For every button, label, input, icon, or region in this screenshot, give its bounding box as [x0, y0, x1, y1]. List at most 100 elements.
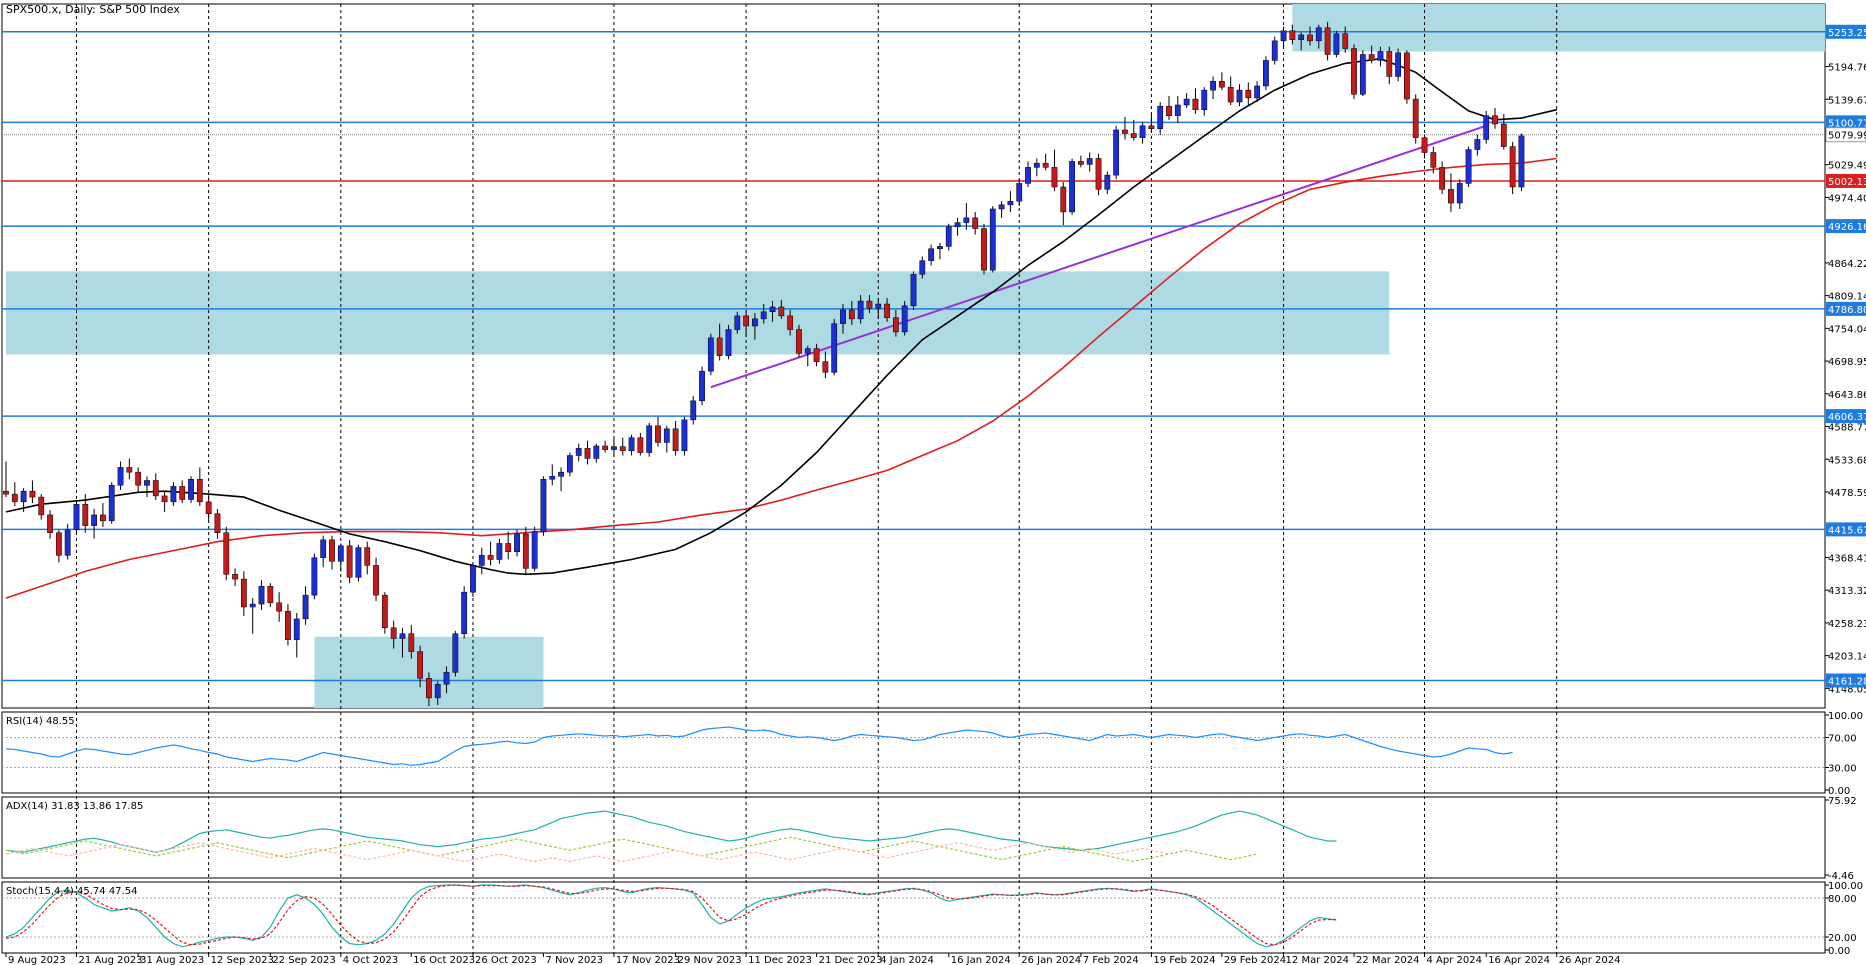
candle-body	[364, 547, 371, 566]
candle-body	[399, 633, 406, 639]
candle-body	[188, 479, 194, 500]
candle-body	[381, 594, 388, 629]
adx-pane[interactable]: 75.92 -4.46	[1, 796, 1857, 882]
indicator-tick-label: 100.00	[1828, 711, 1863, 722]
price-pane[interactable]: 5194.76 5139.67 5029.49 4974.40 4864.22 4809.…	[1, 3, 1866, 953]
candle-bullish	[954, 217, 961, 236]
time-tick-label: 17 Nov 2023	[616, 955, 680, 965]
candle-bearish	[55, 529, 62, 563]
candle-body	[337, 545, 344, 562]
candle-body	[646, 425, 653, 453]
candle-bullish	[575, 443, 582, 462]
price-level-value: 4161.28	[1828, 677, 1866, 688]
candle-bearish	[267, 583, 274, 608]
price-tick-label: 4754.04	[1828, 324, 1866, 335]
candle-body	[47, 514, 53, 533]
candle-body	[619, 446, 626, 452]
chart-title: SPX500.x, Daily: S&P 500 Index	[6, 3, 180, 16]
candle-bearish	[1500, 113, 1507, 150]
candle-bullish	[1518, 133, 1525, 192]
candle-bullish	[1377, 46, 1384, 67]
candle-body	[928, 248, 935, 261]
candle-body	[1298, 34, 1305, 40]
candle-bullish	[646, 422, 653, 457]
candle-bearish	[584, 440, 591, 465]
time-tick-label: 16 Jan 2024	[951, 955, 1011, 965]
candle-bearish	[161, 491, 168, 512]
candle-body	[1069, 161, 1075, 213]
stochastic-pane[interactable]: 100.00 80.00 20.00 0.00	[1, 881, 1863, 957]
candle-bullish	[144, 476, 150, 498]
candle-body	[575, 448, 582, 456]
candle-bullish	[831, 318, 838, 376]
candle-bullish	[945, 223, 952, 251]
candle-bullish	[919, 256, 926, 279]
candle-bearish	[1148, 113, 1155, 132]
support-resistance-zone	[1292, 4, 1825, 52]
price-tick-label: 4148.05	[1828, 684, 1866, 695]
candle-bearish	[981, 223, 987, 275]
candle-bearish	[364, 541, 371, 575]
candle-body	[637, 437, 644, 453]
candle-bullish	[399, 627, 406, 658]
candle-bearish	[848, 301, 855, 325]
candle-bullish	[699, 366, 705, 406]
time-tick-label: 16 Apr 2024	[1488, 955, 1550, 965]
candle-body	[1500, 123, 1507, 147]
candle-bullish	[117, 461, 124, 490]
adx-label: ADX(14) 31.83 13.86 17.85	[6, 801, 143, 812]
candle-body	[813, 348, 820, 362]
candle-body	[910, 274, 917, 307]
candle-body	[690, 400, 697, 421]
candle-bearish	[196, 467, 203, 507]
candle-body	[1095, 158, 1102, 190]
candle-body	[29, 490, 36, 498]
candle-bullish	[769, 301, 776, 322]
candle-bullish	[1359, 50, 1366, 97]
candle-body	[804, 348, 811, 354]
candle-bearish	[778, 299, 785, 319]
candle-bearish	[1060, 182, 1067, 226]
candle-body	[840, 309, 846, 324]
time-tick-label: 19 Feb 2024	[1153, 955, 1215, 965]
price-level-value: 4926.16	[1828, 222, 1866, 233]
candle-body	[1157, 105, 1164, 130]
candle-bullish	[540, 476, 547, 536]
candle-bearish	[285, 604, 291, 646]
candle-body	[1174, 104, 1181, 116]
candle-body	[108, 484, 115, 522]
price-level-tag	[1826, 24, 1866, 39]
candle-body	[1509, 146, 1516, 188]
candle-bullish	[73, 500, 80, 534]
moving-average-fast	[5, 57, 1557, 576]
candle-body	[1439, 167, 1446, 190]
candle-bearish	[1439, 161, 1446, 195]
candle-bullish	[1007, 191, 1014, 212]
candle-body	[1483, 115, 1490, 140]
candle-bearish	[619, 437, 626, 456]
candle-bearish	[426, 672, 432, 707]
candle-body	[1139, 125, 1146, 138]
candle-body	[1148, 125, 1155, 130]
candle-body	[1430, 152, 1437, 168]
time-tick-label: 7 Nov 2023	[545, 955, 603, 965]
candle-bearish	[1492, 107, 1498, 129]
candle-body	[205, 501, 212, 514]
candle-body	[73, 503, 80, 531]
candle-bearish	[716, 323, 723, 361]
price-tick-label: 5139.67	[1828, 95, 1866, 106]
candle-body	[64, 529, 71, 556]
candle-bearish	[1448, 173, 1454, 212]
candle-bullish	[663, 425, 670, 453]
candle-body	[1086, 158, 1093, 165]
rsi-pane[interactable]: 100.00 70.00 30.00 0.00	[1, 711, 1863, 797]
candle-bullish	[1474, 134, 1481, 156]
candle-bearish	[408, 624, 415, 659]
candle-bearish	[1166, 96, 1172, 120]
candle-bearish	[787, 309, 794, 336]
candle-body	[1377, 51, 1384, 61]
candle-body	[1271, 40, 1278, 61]
candle-bullish	[452, 630, 459, 677]
